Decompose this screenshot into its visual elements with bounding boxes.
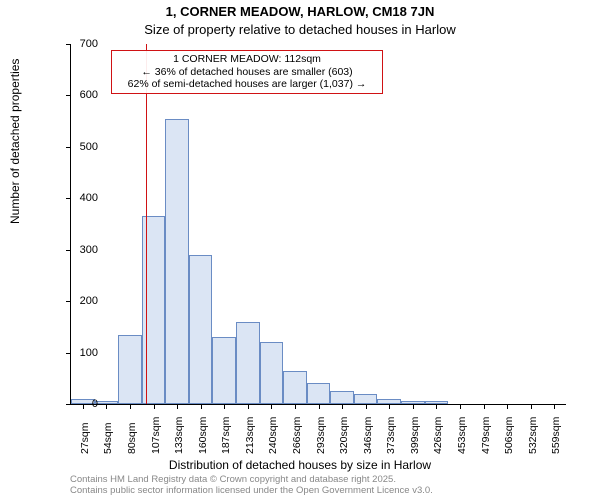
x-tick-label: 107sqm <box>150 417 162 454</box>
x-tick-label: 80sqm <box>126 422 138 454</box>
histogram-bar <box>165 119 189 404</box>
x-tick-label: 54sqm <box>102 422 114 454</box>
x-tick-label: 506sqm <box>503 417 515 454</box>
y-tick-label: 200 <box>68 295 98 307</box>
x-tick-label: 293sqm <box>315 417 327 454</box>
plot-area: 1 CORNER MEADOW: 112sqm ← 36% of detache… <box>70 44 566 405</box>
y-tick-label: 600 <box>68 89 98 101</box>
histogram-bar <box>354 394 378 404</box>
x-tick-label: 133sqm <box>173 417 185 454</box>
x-tick-label: 559sqm <box>550 417 562 454</box>
annotation-line-3: 62% of semi-detached houses are larger (… <box>118 78 376 91</box>
reference-line <box>146 44 147 404</box>
y-tick-label: 700 <box>68 38 98 50</box>
histogram-bar <box>189 255 213 404</box>
footer-line-2: Contains public sector information licen… <box>70 485 433 496</box>
histogram-bar <box>307 383 331 404</box>
x-tick-label: 346sqm <box>362 417 374 454</box>
x-tick-label: 213sqm <box>244 417 256 454</box>
x-tick-label: 453sqm <box>456 417 468 454</box>
histogram-bar <box>330 391 354 404</box>
annotation-line-1: 1 CORNER MEADOW: 112sqm <box>118 53 376 66</box>
x-tick-label: 479sqm <box>480 417 492 454</box>
y-tick-label: 500 <box>68 141 98 153</box>
title-sub: Size of property relative to detached ho… <box>0 22 600 37</box>
histogram-bar <box>236 322 260 404</box>
x-tick-label: 532sqm <box>527 417 539 454</box>
annotation-box: 1 CORNER MEADOW: 112sqm ← 36% of detache… <box>111 50 383 94</box>
title-main: 1, CORNER MEADOW, HARLOW, CM18 7JN <box>0 4 600 19</box>
annotation-line-2: ← 36% of detached houses are smaller (60… <box>118 66 376 79</box>
x-tick-label: 399sqm <box>409 417 421 454</box>
x-tick-label: 426sqm <box>432 417 444 454</box>
histogram-bar <box>212 337 236 404</box>
histogram-bar <box>142 216 166 404</box>
footer-line-1: Contains HM Land Registry data © Crown c… <box>70 474 433 485</box>
y-tick-label: 0 <box>68 398 98 410</box>
x-tick-label: 266sqm <box>291 417 303 454</box>
histogram-bar <box>260 342 284 404</box>
y-axis-label: Number of detached properties <box>8 59 22 224</box>
footer-attribution: Contains HM Land Registry data © Crown c… <box>70 474 433 497</box>
histogram-bar <box>118 335 142 404</box>
x-tick-label: 240sqm <box>267 417 279 454</box>
y-tick-label: 100 <box>68 347 98 359</box>
x-tick-label: 373sqm <box>385 417 397 454</box>
x-tick-label: 160sqm <box>197 417 209 454</box>
y-tick-label: 400 <box>68 192 98 204</box>
x-tick-label: 27sqm <box>79 422 91 454</box>
x-axis-label: Distribution of detached houses by size … <box>0 458 600 472</box>
histogram-bar <box>283 371 307 404</box>
x-tick-label: 187sqm <box>220 417 232 454</box>
x-tick-label: 320sqm <box>338 417 350 454</box>
chart-container: 1, CORNER MEADOW, HARLOW, CM18 7JN Size … <box>0 0 600 500</box>
y-tick-label: 300 <box>68 244 98 256</box>
